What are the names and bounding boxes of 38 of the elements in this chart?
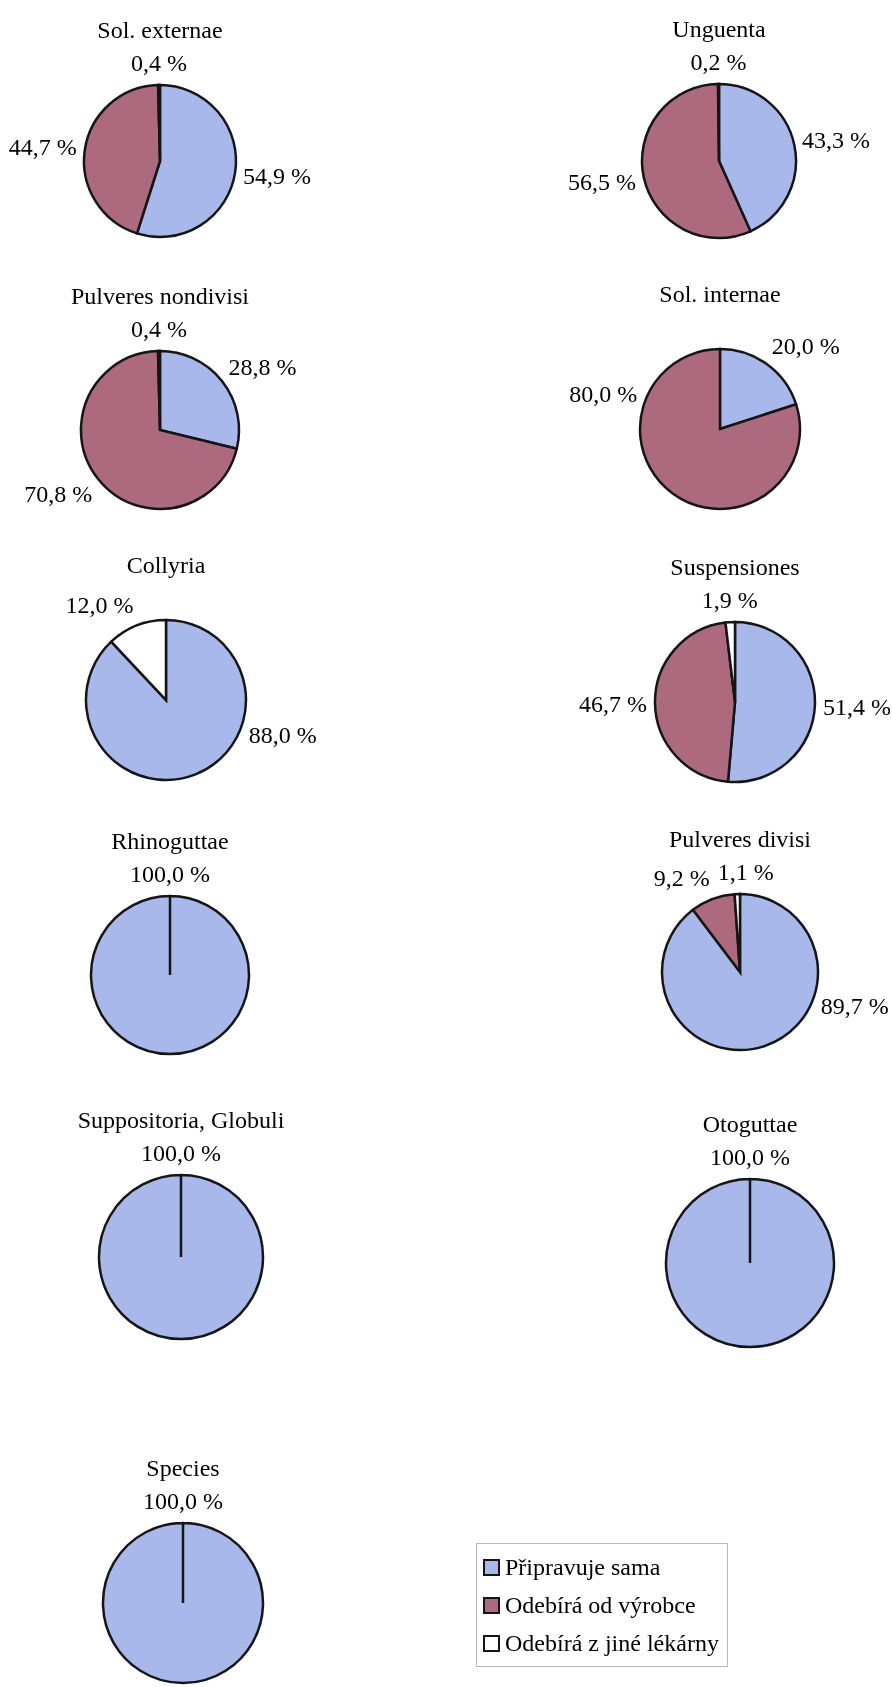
data-label: 12,0 % <box>65 591 134 618</box>
chart-title: Species <box>146 1455 220 1481</box>
data-label: 20,0 % <box>771 333 840 360</box>
chart-title: Suspensiones <box>670 554 800 580</box>
data-label: 100,0 % <box>143 1487 223 1514</box>
chart-title: Unguenta <box>672 16 766 42</box>
data-label: 43,3 % <box>802 127 871 154</box>
data-label: 0,2 % <box>690 48 747 75</box>
chart-title: Collyria <box>126 552 206 578</box>
data-label: 9,2 % <box>653 864 710 891</box>
data-label: 46,7 % <box>579 690 648 717</box>
chart-title: Pulveres nondivisi <box>71 283 249 309</box>
data-label: 1,1 % <box>717 858 774 885</box>
chart-title: Sol. externae <box>97 17 223 43</box>
chart-title: Otoguttae <box>702 1111 798 1137</box>
data-label: 44,7 % <box>8 134 77 161</box>
data-label: 88,0 % <box>248 722 317 749</box>
chart-title: Pulveres divisi <box>669 826 811 852</box>
data-label: 1,9 % <box>701 586 758 613</box>
chart-title: Suppositoria, Globuli <box>77 1107 285 1133</box>
data-label: 54,9 % <box>243 163 312 190</box>
data-label: 100,0 % <box>130 860 210 887</box>
legend-label: Odebírá z jiné lékárny <box>505 1629 719 1658</box>
data-label: 100,0 % <box>141 1139 221 1166</box>
data-label: 28,8 % <box>228 354 297 381</box>
pie-slice <box>84 618 248 782</box>
legend-label: Připravuje sama <box>505 1553 661 1582</box>
data-label: 0,4 % <box>130 315 187 342</box>
data-label: 70,8 % <box>24 480 93 507</box>
data-label: 56,5 % <box>567 169 636 196</box>
data-label: 89,7 % <box>820 993 889 1020</box>
legend-label: Odebírá od výrobce <box>505 1591 696 1620</box>
data-label: 0,4 % <box>130 49 187 76</box>
chart-title: Rhinoguttae <box>111 828 229 854</box>
chart-title: Sol. internae <box>659 281 781 307</box>
data-label: 100,0 % <box>710 1143 790 1170</box>
data-label: 51,4 % <box>822 693 891 720</box>
data-label: 80,0 % <box>569 380 638 407</box>
